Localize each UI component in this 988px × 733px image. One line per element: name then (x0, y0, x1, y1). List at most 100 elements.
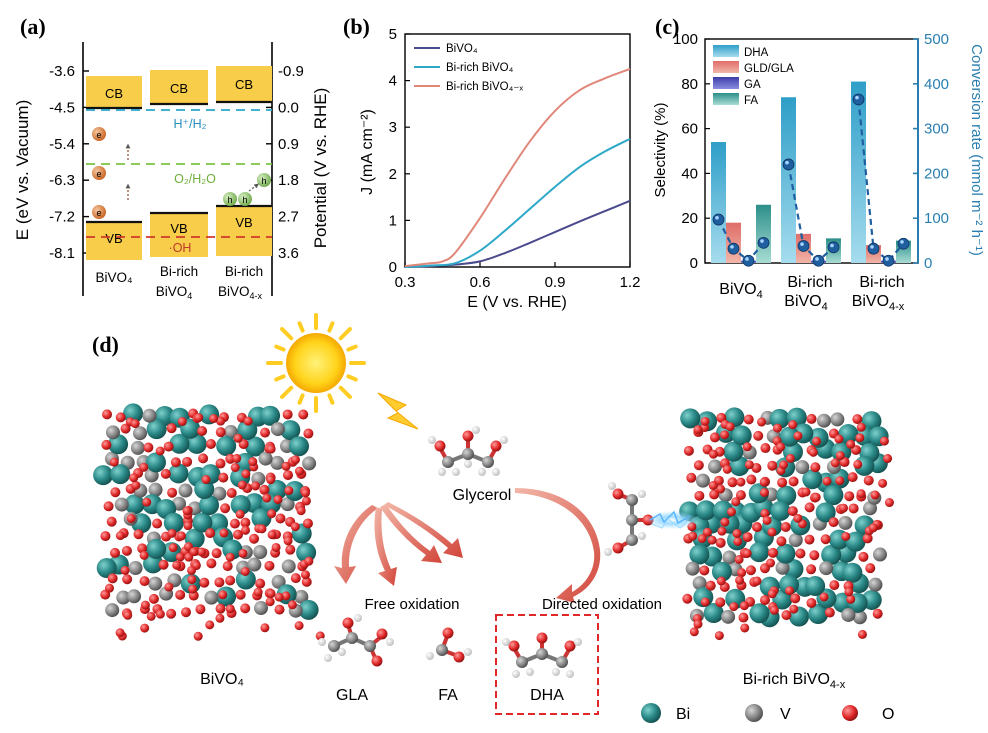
hole-2-label: h (242, 195, 247, 205)
panel-c-ytick-label: 20 (681, 210, 698, 227)
panel-c-legend-label-2: GLD/GLA (744, 63, 794, 75)
vb-label-bi-rich-x: VB (235, 215, 252, 230)
panel-c-ytick-label: 100 (673, 31, 698, 48)
panel-c-bars (711, 81, 911, 264)
panel-b-ytick-label: 3 (389, 119, 397, 136)
product-fa-label: FA (438, 687, 458, 704)
cb-label-bi-rich: CB (170, 81, 188, 96)
atom-legend: Bi V O (641, 703, 894, 723)
panel-b-series-line-3 (404, 68, 631, 268)
dha-highlight-box (495, 614, 599, 715)
panel-b-ytick-label: 2 (389, 166, 397, 183)
vb-label-bivo4: VB (105, 231, 122, 246)
panel-c-legend-swatch-2 (713, 61, 739, 73)
sample-name-bivo4: BiVO₄ (95, 270, 132, 285)
panel-c-conversion-point-highlight (800, 242, 804, 246)
panel-c-conversion-point-highlight (900, 240, 904, 244)
panel-b-legend-label-1: BiVO₄ (446, 43, 478, 55)
fa-molecule (426, 627, 472, 663)
panel-c-category-label-2-line2: BiVO4 (784, 293, 827, 313)
vb-block-bi-rich-x (216, 206, 272, 256)
sample-bi-rich-formula: BiVO (156, 284, 188, 299)
panel-b-legend-label-2: Bi-rich BiVO₄ (446, 62, 514, 74)
panel-c-conversion-point (897, 237, 910, 250)
o-reference-label: O₂/H₂O (174, 172, 216, 186)
product-gla-label: GLA (336, 687, 368, 704)
panel-c-conversion-point-highlight (760, 239, 764, 243)
electron-1 (92, 127, 106, 141)
sample-bi-rich-sub: 4 (187, 291, 192, 301)
cb-label-bi-rich-x: CB (235, 77, 253, 92)
panel-c-conversion-point-highlight (870, 245, 874, 249)
panel-c-conversion-point (827, 241, 840, 254)
panel-b-ytick-label: 4 (389, 73, 397, 90)
panel-a-right-tick-label: 2.7 (278, 209, 299, 226)
panel-a-right-tick-label: 0.0 (278, 99, 299, 116)
sample-bi-rich-x-formula: BiVO (218, 284, 250, 299)
panel-c-conversion-point-highlight (830, 243, 834, 248)
panel-c-y2tick-label: 400 (924, 76, 949, 93)
panel-c-conversion-point-highlight (815, 257, 819, 261)
lightning-icon (377, 392, 419, 430)
hole-2 (238, 192, 252, 206)
panel-c-conversion-point (727, 242, 740, 255)
panel-a-right-tick-label: 0.9 (278, 136, 299, 153)
free-oxidation-arrows (334, 502, 463, 586)
panel-c-legend-swatch-1 (713, 45, 739, 57)
electron-3 (92, 205, 106, 219)
panel-c-conversion-point (797, 240, 810, 252)
cb-block-bi-rich (150, 70, 208, 104)
right-sample-formula: Bi-rich BiVO (743, 671, 830, 688)
panel-c-conversion-point-highlight (715, 215, 719, 220)
panel-b-frame (404, 33, 631, 268)
sample-name-bi-rich-line1: Bi-rich (160, 264, 198, 279)
panel-a-right-axis-label: Potential (V vs. RHE) (311, 88, 330, 249)
sample-bi-rich-x-sub: 4-x (250, 291, 263, 301)
panel-a-right-tick-label: -0.9 (278, 63, 304, 80)
panel-c-legend-label-4: FA (744, 95, 758, 107)
panel-a-left-ticks: -3.6 -4.5 -5.4 -6.3 -7.2 -8.1 (49, 63, 89, 262)
panel-c-conversion-point-highlight (885, 257, 889, 261)
electron-2-label: e (96, 169, 101, 179)
sample-name-bi-rich-x-line2: BiVO4-x (218, 284, 263, 301)
panel-c-conversion-line-2 (787, 164, 835, 263)
panel-b-ytick-label: 5 (389, 26, 397, 43)
panel-b-series-line-1 (404, 199, 631, 268)
panel-c-label: (c) (655, 14, 679, 39)
panel-a-left-tick-label: -8.1 (49, 245, 75, 262)
panel-a-left-tick-label: -4.5 (49, 99, 75, 116)
right-sample-label: Bi-rich BiVO4-x (743, 671, 846, 691)
panel-c-y2label: Conversion rate (mmol m⁻² h⁻¹) (968, 44, 985, 256)
panel-c-category-label-1: BiVO4 (719, 281, 762, 301)
panel-c-conversion-point (882, 254, 895, 267)
panel-c-conversion (712, 93, 910, 267)
spark-icon (646, 510, 698, 529)
hole-3 (257, 173, 271, 187)
bivo4-crystal (93, 403, 325, 641)
electron-stack: e e e (92, 127, 131, 219)
panel-b-xtick-label: 0.6 (470, 274, 491, 291)
vb-block-bivo4 (86, 222, 142, 260)
panel-b-ytick-label: 1 (389, 212, 397, 229)
panel-c-bar-fa-1 (756, 204, 771, 263)
panel-c-conversion-point-highlight (785, 160, 789, 165)
panel-c-legend-label-3: GA (744, 79, 761, 91)
panel-c-conversion-line-1 (717, 219, 765, 263)
dha-molecule (502, 632, 582, 678)
panel-c-category-label-2-line1: Bi-rich (787, 274, 832, 291)
panel-a-left-axis-label: E (eV vs. Vacuum) (13, 100, 32, 240)
panel-c-categories: BiVO4 Bi-rich BiVO4 Bi-rich BiVO4-x (719, 274, 905, 313)
panel-b-xtick-label: 0.9 (545, 274, 566, 291)
panel-d: (d) Glycerol (92, 313, 894, 723)
panel-c-conversion-point (852, 93, 865, 106)
cb-block-bivo4 (86, 76, 142, 108)
panel-a-right-ticks: -0.9 0.0 0.9 1.8 2.7 3.6 (266, 63, 304, 262)
panel-c-conversion-point (712, 213, 725, 226)
directed-oxidation-label: Directed oxidation (542, 596, 662, 613)
oh-reference-label: ·OH (169, 241, 192, 255)
panel-c-bar-dha-2 (781, 97, 796, 264)
product-dha-label: DHA (530, 687, 564, 704)
legend-bi-icon (641, 703, 661, 723)
panel-b-series (404, 68, 631, 268)
panel-c-conversion-point-highlight (855, 95, 859, 100)
